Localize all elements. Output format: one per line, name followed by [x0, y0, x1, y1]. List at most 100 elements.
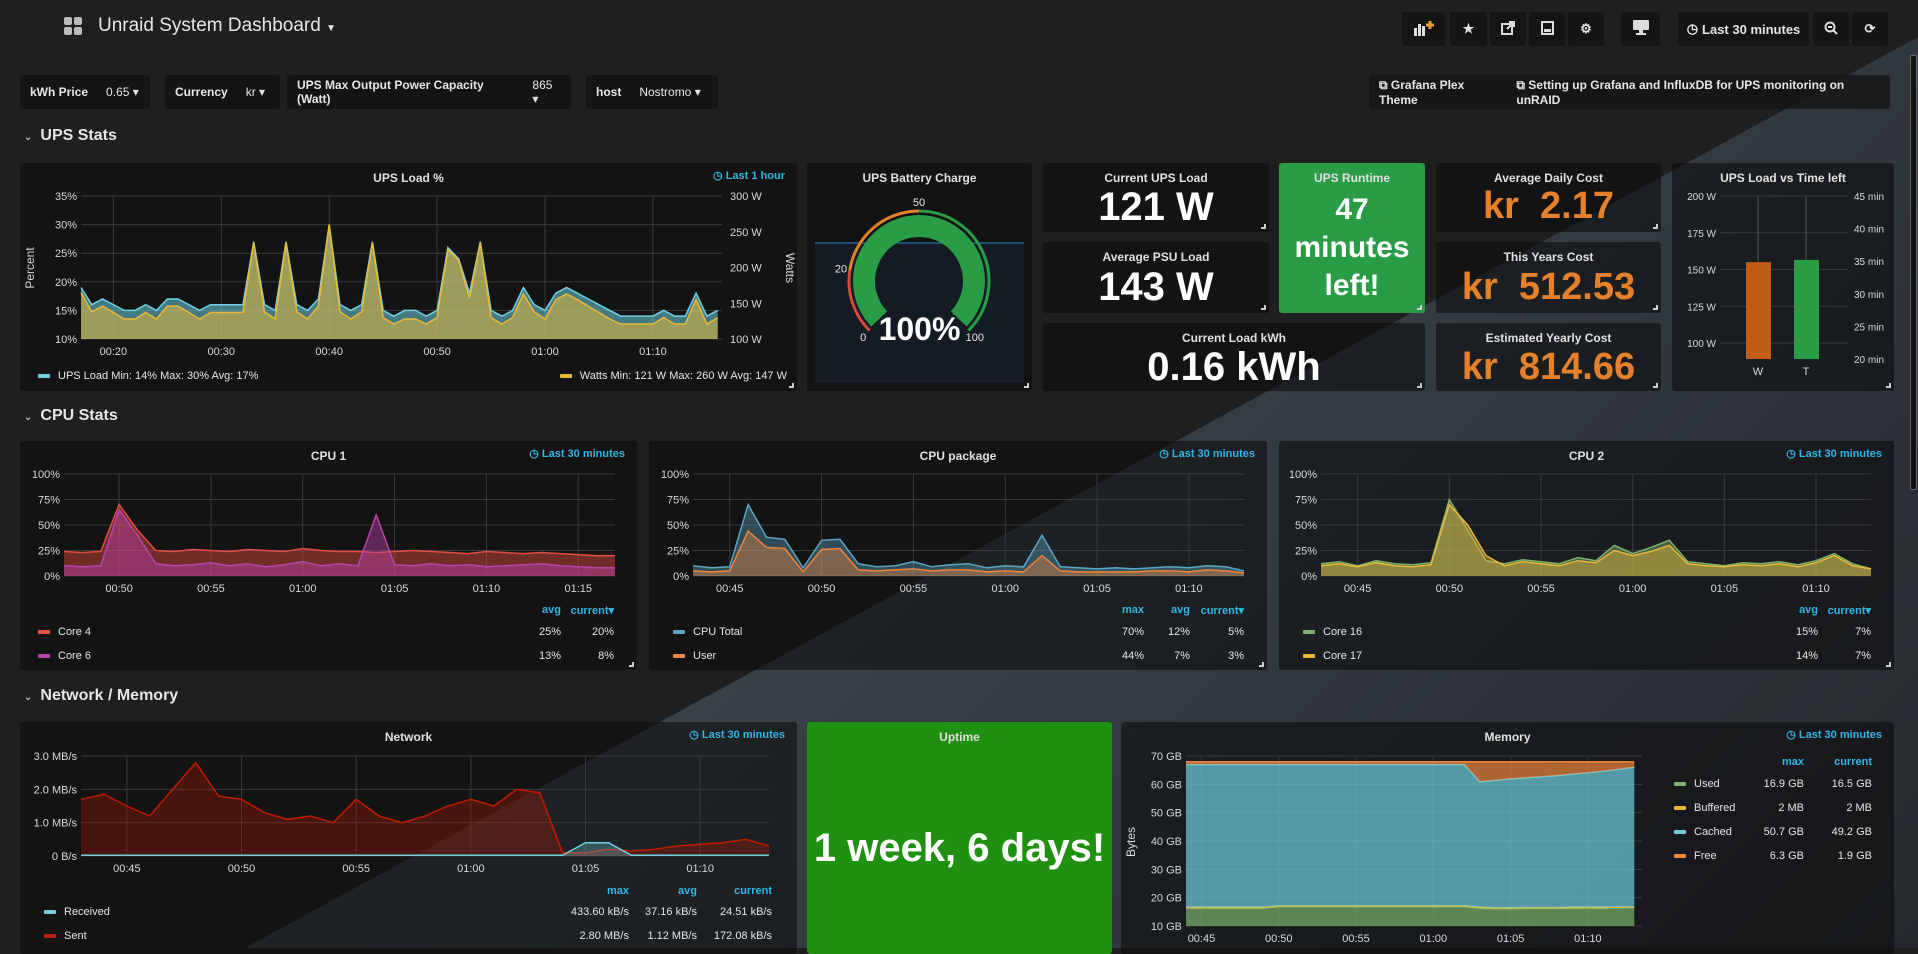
legend-core-17[interactable]: Core 17 — [1303, 650, 1362, 662]
legend-header-avg[interactable]: avg — [678, 885, 697, 897]
panel-current-load-kwh: Current Load kWh 0.16 kWh — [1043, 323, 1425, 391]
panel-title[interactable]: This Years Cost — [1436, 250, 1661, 264]
resize-handle[interactable] — [1886, 383, 1891, 388]
panel-title[interactable]: Average Daily Cost — [1436, 171, 1661, 185]
legend-core-6[interactable]: Core 6 — [38, 650, 91, 662]
view-mode-button[interactable] — [1621, 12, 1660, 46]
legend-buffered[interactable]: Buffered — [1674, 802, 1735, 814]
link-ups-guide[interactable]: ⧉ Setting up Grafana and InfluxDB for UP… — [1516, 78, 1880, 107]
variable-label: UPS Max Output Power Capacity (Watt) — [297, 78, 514, 106]
panel-title[interactable]: UPS Runtime — [1279, 171, 1425, 185]
x-tick-label: 01:05 — [1711, 583, 1739, 595]
legend-name: Free — [1694, 850, 1717, 862]
link-plex-theme[interactable]: ⧉ Grafana Plex Theme — [1379, 78, 1502, 107]
legend-value: 1.12 MB/s — [647, 930, 697, 942]
x-tick-label: 01:00 — [531, 346, 559, 358]
settings-button[interactable]: ⚙ — [1568, 12, 1604, 46]
panel-title[interactable]: Uptime — [807, 730, 1112, 744]
legend-value: 16.5 GB — [1832, 778, 1872, 790]
legend-value: 25% — [539, 626, 561, 638]
y-right-tick-label: 100 W — [730, 334, 762, 346]
legend-sent[interactable]: Sent — [44, 930, 87, 942]
resize-handle[interactable] — [789, 383, 794, 388]
legend-header-max[interactable]: max — [1122, 604, 1144, 616]
resize-handle[interactable] — [1417, 305, 1422, 310]
resize-handle[interactable] — [1261, 224, 1266, 229]
y-right-tick-label: 30 min — [1854, 290, 1884, 301]
time-picker-button[interactable]: ◷Last 30 minutes — [1678, 12, 1809, 46]
panel-title[interactable]: Current Load kWh — [1043, 331, 1425, 345]
y-right-tick-label: 25 min — [1854, 322, 1884, 333]
clock-icon: ◷ — [1687, 21, 1698, 37]
x-tick-label: 01:10 — [639, 346, 667, 358]
resize-handle[interactable] — [629, 662, 634, 667]
legend-header-max[interactable]: max — [1782, 756, 1804, 768]
x-tick-label: 01:00 — [1619, 583, 1647, 595]
legend-used[interactable]: Used — [1674, 778, 1720, 790]
legend-header-avg[interactable]: avg — [542, 604, 561, 616]
resize-handle[interactable] — [1024, 383, 1029, 388]
panel-title[interactable]: Current UPS Load — [1043, 171, 1269, 185]
y-axis-label: Percent — [23, 247, 37, 289]
resize-handle[interactable] — [1653, 224, 1658, 229]
scrollbar[interactable] — [1910, 55, 1917, 490]
legend-cpu-total[interactable]: CPU Total — [673, 626, 742, 638]
legend-ups-load[interactable]: UPS Load Min: 14% Max: 30% Avg: 17% — [38, 370, 258, 382]
y-tick-label: 200 W — [1687, 192, 1716, 203]
y-tick-label: 35% — [55, 191, 77, 203]
resize-handle[interactable] — [1653, 383, 1658, 388]
resize-handle[interactable] — [1417, 383, 1422, 388]
resize-handle[interactable] — [1886, 662, 1891, 667]
resize-handle[interactable] — [1261, 305, 1266, 310]
share-button[interactable] — [1490, 12, 1526, 46]
legend-value: 2.80 MB/s — [579, 930, 629, 942]
legend-header-max[interactable]: max — [607, 885, 629, 897]
panel-estimated-yearly-cost: Estimated Yearly Cost kr 814.66 — [1436, 323, 1661, 391]
y-tick-label: 0 B/s — [52, 851, 78, 863]
y-tick-label: 50 GB — [1151, 808, 1182, 820]
legend-header-current[interactable]: current — [1834, 756, 1872, 768]
row-cpu-stats[interactable]: ⌄CPU Stats — [24, 407, 118, 425]
save-button[interactable] — [1529, 12, 1565, 46]
legend-header-current[interactable]: current▾ — [1828, 604, 1871, 617]
x-tick-label: T — [1803, 366, 1810, 378]
average-daily-cost-value: kr 2.17 — [1436, 185, 1661, 228]
y-tick-label: 25% — [667, 546, 689, 558]
legend-header-avg[interactable]: avg — [1171, 604, 1190, 616]
row-ups-stats[interactable]: ⌄UPS Stats — [24, 127, 117, 145]
legend-value: 13% — [539, 650, 561, 662]
star-button[interactable]: ★ — [1450, 12, 1487, 46]
legend-header-avg[interactable]: avg — [1799, 604, 1818, 616]
refresh-button[interactable]: ⟳ — [1852, 12, 1888, 46]
legend-core-16[interactable]: Core 16 — [1303, 626, 1362, 638]
add-panel-button[interactable] — [1402, 12, 1445, 46]
row-network-memory[interactable]: ⌄Network / Memory — [24, 687, 178, 705]
zoom-out-button[interactable] — [1813, 12, 1849, 46]
panel-title[interactable]: Estimated Yearly Cost — [1436, 331, 1661, 345]
resize-handle[interactable] — [1259, 662, 1264, 667]
legend-watts[interactable]: Watts Min: 121 W Max: 260 W Avg: 147 W — [560, 370, 787, 382]
panel-title[interactable]: Average PSU Load — [1043, 250, 1269, 264]
legend-header-current[interactable]: current▾ — [1201, 604, 1244, 617]
legend-cached[interactable]: Cached — [1674, 826, 1732, 838]
legend-received[interactable]: Received — [44, 906, 110, 918]
legend-header-current[interactable]: current▾ — [571, 604, 614, 617]
legend-header-current[interactable]: current — [734, 885, 772, 897]
variable-ups-max-output[interactable]: UPS Max Output Power Capacity (Watt)865 … — [287, 75, 571, 109]
dashboard-title-dropdown[interactable]: Unraid System Dashboard ▼ — [98, 15, 336, 37]
average-psu-load-value: 143 W — [1043, 265, 1269, 310]
legend-free[interactable]: Free — [1674, 850, 1717, 862]
legend-core-4[interactable]: Core 4 — [38, 626, 91, 638]
legend-user[interactable]: User — [673, 650, 716, 662]
add-panel-icon — [1413, 20, 1435, 39]
resize-handle[interactable] — [1653, 305, 1658, 310]
series-line-core-17 — [1321, 505, 1871, 569]
